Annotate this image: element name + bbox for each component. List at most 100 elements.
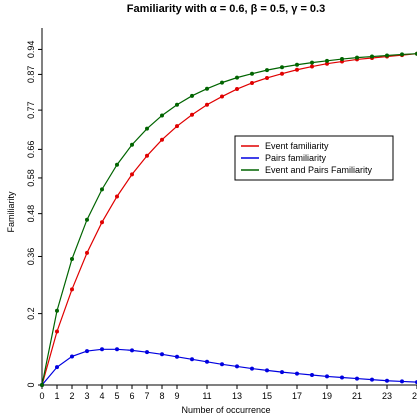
data-point bbox=[190, 357, 194, 362]
x-tick-label: 25 bbox=[412, 391, 417, 401]
y-tick-label: 0.36 bbox=[26, 248, 36, 266]
data-point bbox=[355, 376, 359, 381]
series-line bbox=[41, 53, 417, 386]
data-point bbox=[145, 350, 149, 355]
data-point bbox=[145, 153, 149, 158]
data-point bbox=[190, 93, 194, 98]
data-point bbox=[325, 58, 329, 63]
y-tick-label: 0.77 bbox=[26, 101, 36, 119]
data-point bbox=[325, 61, 329, 66]
x-axis-label: Number of occurrence bbox=[181, 405, 270, 415]
data-point bbox=[265, 68, 269, 73]
data-point bbox=[250, 366, 254, 371]
data-point bbox=[340, 375, 344, 380]
data-point bbox=[220, 80, 224, 85]
data-point bbox=[160, 137, 164, 142]
data-point bbox=[325, 374, 329, 379]
data-point bbox=[205, 86, 209, 91]
legend-entry: Event familiarity bbox=[265, 141, 329, 151]
series-2 bbox=[40, 51, 417, 387]
x-axis: 01234567891113151719212325 bbox=[39, 384, 417, 401]
y-axis-label: Familiarity bbox=[6, 191, 16, 233]
x-tick-label: 19 bbox=[322, 391, 332, 401]
x-tick-label: 17 bbox=[292, 391, 302, 401]
data-point bbox=[235, 87, 239, 92]
data-point bbox=[385, 378, 389, 383]
x-tick-label: 13 bbox=[232, 391, 242, 401]
data-point bbox=[265, 75, 269, 80]
data-point bbox=[160, 113, 164, 118]
data-point bbox=[130, 172, 134, 177]
legend-entry: Pairs familiarity bbox=[265, 153, 327, 163]
data-point bbox=[205, 359, 209, 364]
chart-title: Familiarity with α = 0.6, β = 0.5, γ = 0… bbox=[127, 3, 325, 15]
data-point bbox=[40, 383, 44, 387]
data-point bbox=[370, 377, 374, 382]
data-point bbox=[220, 362, 224, 367]
data-point bbox=[175, 124, 179, 129]
data-point bbox=[280, 370, 284, 375]
data-point bbox=[85, 349, 89, 354]
data-point bbox=[250, 71, 254, 76]
data-point bbox=[100, 187, 104, 192]
data-point bbox=[175, 354, 179, 359]
x-tick-label: 0 bbox=[39, 391, 44, 401]
data-point bbox=[400, 52, 404, 57]
data-point bbox=[115, 162, 119, 167]
x-tick-label: 23 bbox=[382, 391, 392, 401]
data-point bbox=[295, 371, 299, 376]
y-tick-label: 0.94 bbox=[26, 41, 36, 59]
data-point bbox=[280, 71, 284, 76]
data-point bbox=[70, 256, 74, 261]
y-tick-label: 0.2 bbox=[26, 307, 36, 320]
legend: Event familiarity Pairs familiarity Event … bbox=[234, 135, 394, 181]
data-point bbox=[145, 126, 149, 131]
data-point bbox=[235, 75, 239, 80]
data-point bbox=[235, 364, 239, 369]
data-point bbox=[55, 329, 59, 334]
x-tick-label: 3 bbox=[84, 391, 89, 401]
y-tick-label: 0.66 bbox=[26, 141, 36, 159]
x-tick-label: 5 bbox=[114, 391, 119, 401]
x-tick-label: 9 bbox=[174, 391, 179, 401]
x-tick-label: 1 bbox=[54, 391, 59, 401]
data-point bbox=[175, 102, 179, 107]
data-point bbox=[85, 217, 89, 222]
x-tick-label: 11 bbox=[202, 391, 211, 401]
data-point bbox=[295, 62, 299, 67]
data-point bbox=[295, 67, 299, 72]
data-point bbox=[220, 94, 224, 99]
data-point bbox=[370, 54, 374, 59]
x-tick-label: 21 bbox=[352, 391, 362, 401]
series-layer bbox=[40, 51, 417, 387]
data-point bbox=[250, 80, 254, 85]
y-axis: 0 0.2 0.36 0.48 0.58 0.66 0.77 0.87 0.94 bbox=[26, 28, 43, 388]
series-0 bbox=[40, 51, 417, 387]
data-point bbox=[310, 64, 314, 69]
series-1 bbox=[40, 347, 417, 387]
data-point bbox=[190, 112, 194, 117]
data-point bbox=[205, 102, 209, 107]
data-point bbox=[100, 220, 104, 225]
data-point bbox=[115, 347, 119, 352]
y-tick-label: 0.58 bbox=[26, 169, 36, 187]
x-tick-label: 4 bbox=[99, 391, 104, 401]
data-point bbox=[85, 250, 89, 255]
data-point bbox=[310, 373, 314, 378]
data-point bbox=[310, 60, 314, 65]
data-point bbox=[70, 354, 74, 359]
x-tick-label: 8 bbox=[159, 391, 164, 401]
data-point bbox=[265, 368, 269, 373]
data-point bbox=[400, 379, 404, 384]
x-tick-label: 15 bbox=[262, 391, 272, 401]
data-point bbox=[385, 53, 389, 58]
data-point bbox=[100, 347, 104, 352]
data-point bbox=[355, 55, 359, 60]
data-point bbox=[280, 65, 284, 70]
data-point bbox=[130, 142, 134, 147]
data-point bbox=[160, 352, 164, 357]
legend-entry: Event and Pairs Familiarity bbox=[265, 165, 373, 175]
y-tick-label: 0.87 bbox=[26, 66, 36, 84]
data-point bbox=[70, 287, 74, 292]
